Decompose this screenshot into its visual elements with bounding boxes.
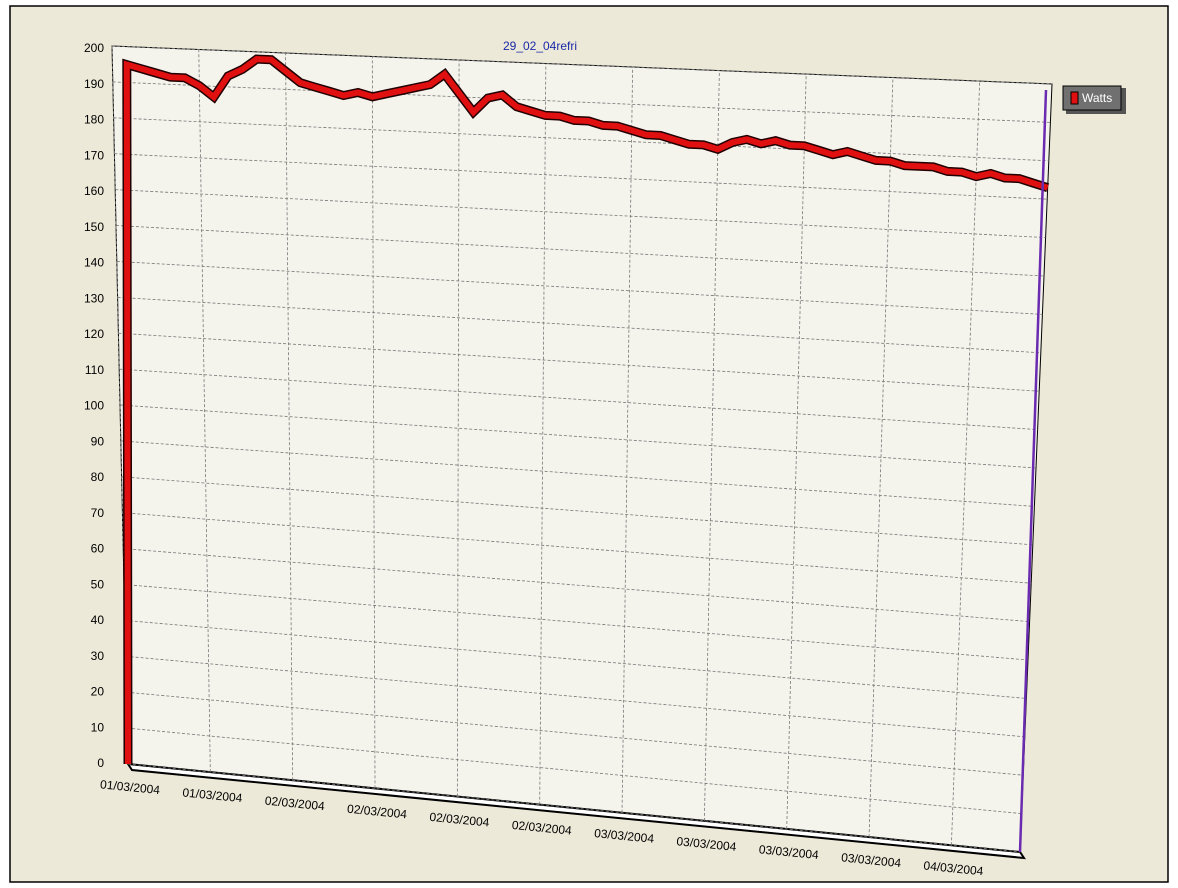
- x-tick-label: 03/03/2004: [676, 834, 737, 854]
- y-tick-label: 160: [84, 184, 104, 198]
- legend-swatch: [1070, 91, 1079, 105]
- grid-line: [127, 763, 1021, 853]
- x-tick-label: 02/03/2004: [429, 810, 490, 830]
- chart-title: 29_02_04refri: [503, 39, 577, 53]
- y-tick-label: 0: [97, 756, 104, 770]
- grid-line: [125, 655, 1025, 738]
- y-tick-label: 40: [91, 613, 105, 627]
- grid-line: [119, 368, 1038, 430]
- y-tick-label: 50: [91, 577, 105, 591]
- grid-line-x: [950, 81, 981, 846]
- y-tick-label: 20: [91, 685, 105, 699]
- y-tick-label: 80: [91, 470, 105, 484]
- grid-line: [123, 584, 1029, 661]
- grid-line: [118, 332, 1040, 392]
- grid-line-x: [539, 63, 547, 805]
- grid-line: [111, 45, 1053, 85]
- grid-line: [120, 440, 1035, 507]
- grid-line-x: [456, 60, 460, 797]
- x-tick-label: 02/03/2004: [347, 802, 408, 822]
- grid-line: [114, 153, 1048, 200]
- grid-line: [123, 548, 1030, 622]
- y-tick-label: 150: [84, 220, 104, 234]
- y-tick-label: 190: [84, 77, 104, 91]
- grid-line-x: [198, 49, 211, 773]
- grid-line-x: [621, 67, 634, 813]
- legend-label: Watts: [1082, 91, 1112, 105]
- y-tick-label: 170: [84, 148, 104, 162]
- grid-line: [117, 296, 1041, 354]
- y-tick-label: 60: [91, 542, 105, 556]
- y-tick-label: 70: [91, 506, 105, 520]
- y-tick-label: 10: [91, 720, 105, 734]
- y-tick-label: 100: [84, 399, 104, 413]
- grid-line-x: [371, 56, 376, 789]
- y-tick-label: 140: [84, 256, 104, 270]
- x-tick-label: 03/03/2004: [594, 826, 655, 846]
- grid-line: [124, 620, 1027, 699]
- y-tick-label: 130: [84, 291, 104, 305]
- grid-line: [113, 117, 1049, 162]
- grid-line: [119, 404, 1037, 469]
- grid-line: [116, 261, 1043, 315]
- grid-line: [121, 476, 1033, 546]
- right-edge: [1018, 89, 1048, 853]
- grid-line: [122, 512, 1032, 584]
- y-tick-label: 90: [91, 434, 105, 448]
- y-tick-label: 110: [85, 363, 104, 377]
- y-tick-label: 120: [84, 327, 104, 341]
- grid-line-x: [703, 70, 720, 821]
- x-tick-label: 03/03/2004: [758, 842, 819, 862]
- grid-line-x: [285, 53, 294, 781]
- grid-line-x: [786, 74, 807, 829]
- line-series: [123, 56, 1049, 765]
- x-tick-label: 01/03/2004: [100, 777, 161, 797]
- x-tick-label: 02/03/2004: [511, 818, 572, 838]
- grid-line: [112, 81, 1051, 123]
- y-tick-label: 200: [84, 41, 104, 55]
- y-tick-label: 180: [84, 113, 104, 127]
- y-tick-label: 30: [91, 649, 105, 663]
- x-tick-label: 04/03/2004: [923, 858, 984, 878]
- x-tick-label: 01/03/2004: [182, 785, 243, 805]
- grid-line-x: [868, 77, 894, 838]
- x-tick-label: 03/03/2004: [841, 850, 902, 870]
- x-tick-label: 02/03/2004: [264, 794, 325, 814]
- grid-line: [115, 189, 1046, 238]
- grid-line: [126, 691, 1024, 776]
